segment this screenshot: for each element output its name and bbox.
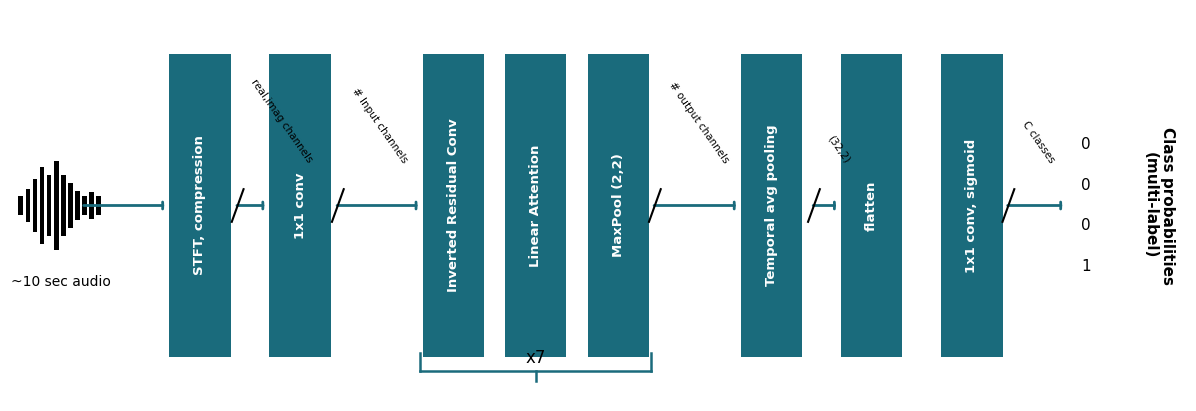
- Text: Temporal avg pooling: Temporal avg pooling: [765, 125, 779, 286]
- Text: (32,2): (32,2): [825, 133, 852, 165]
- FancyBboxPatch shape: [587, 55, 649, 356]
- FancyBboxPatch shape: [170, 55, 231, 356]
- Text: # Input channels: # Input channels: [349, 86, 409, 165]
- Text: MaxPool (2,2): MaxPool (2,2): [612, 154, 624, 257]
- Text: 1x1 conv: 1x1 conv: [294, 172, 306, 239]
- Bar: [39, 167, 44, 244]
- Text: 0: 0: [1081, 137, 1091, 152]
- Bar: [18, 196, 23, 215]
- Text: 1: 1: [1081, 259, 1091, 274]
- Text: ~10 sec audio: ~10 sec audio: [11, 275, 111, 289]
- FancyBboxPatch shape: [941, 55, 1002, 356]
- Text: flatten: flatten: [865, 180, 878, 231]
- Bar: [96, 196, 100, 215]
- Text: Inverted Residual Conv: Inverted Residual Conv: [447, 119, 459, 292]
- Bar: [32, 179, 37, 232]
- Text: Class probabilities
(multi-label): Class probabilities (multi-label): [1143, 127, 1176, 284]
- FancyBboxPatch shape: [422, 55, 484, 356]
- Text: 0: 0: [1081, 178, 1091, 193]
- Bar: [47, 175, 51, 236]
- FancyBboxPatch shape: [269, 55, 331, 356]
- Bar: [68, 183, 73, 228]
- Text: Linear Attention: Linear Attention: [530, 144, 542, 267]
- Text: 1x1 conv, sigmoid: 1x1 conv, sigmoid: [965, 139, 978, 272]
- Text: C classes: C classes: [1020, 119, 1056, 165]
- Bar: [83, 196, 87, 215]
- Bar: [25, 189, 30, 222]
- Bar: [90, 192, 93, 219]
- Bar: [54, 161, 59, 250]
- Text: x7: x7: [525, 349, 547, 367]
- FancyBboxPatch shape: [505, 55, 567, 356]
- FancyBboxPatch shape: [841, 55, 902, 356]
- Text: 0: 0: [1081, 218, 1091, 233]
- Text: STFT, compression: STFT, compression: [194, 136, 207, 275]
- Bar: [75, 191, 80, 220]
- Text: # output channels: # output channels: [666, 80, 731, 165]
- FancyBboxPatch shape: [740, 55, 803, 356]
- Text: real,imag channels: real,imag channels: [250, 77, 315, 165]
- Bar: [61, 175, 66, 236]
